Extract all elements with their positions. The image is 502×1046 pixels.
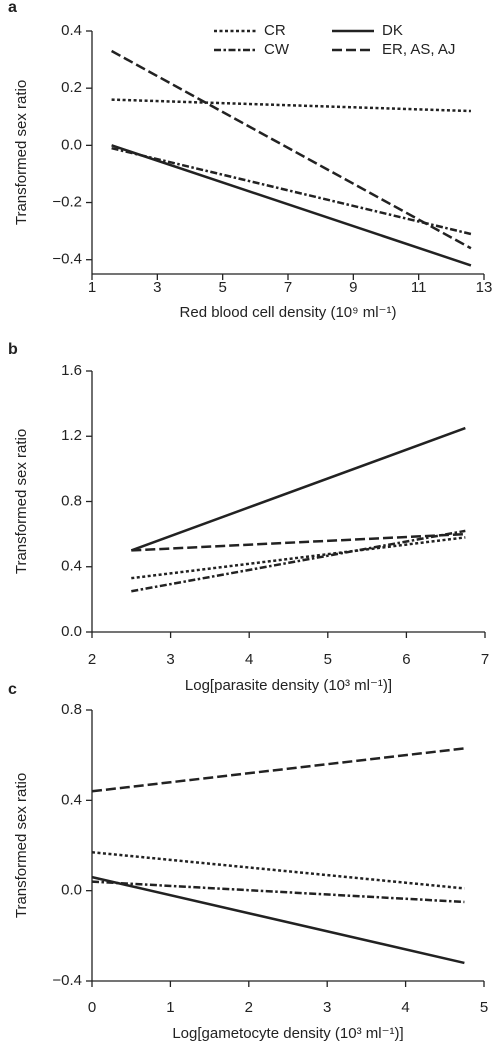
y-axis-label: Transformed sex ratio xyxy=(13,429,30,574)
x-axis-label: Log[parasite density (10³ ml⁻¹)] xyxy=(185,677,392,694)
x-tick-label: 7 xyxy=(284,279,292,296)
x-tick-label: 4 xyxy=(245,651,253,668)
x-tick-label: 3 xyxy=(153,279,161,296)
legend-label: ER, AS, AJ xyxy=(382,41,455,58)
y-tick-label: 1.6 xyxy=(61,362,82,379)
y-tick-label: 0.0 xyxy=(61,136,82,153)
x-tick-label: 7 xyxy=(481,651,489,668)
x-tick-label: 0 xyxy=(88,999,96,1016)
y-tick-label: 1.2 xyxy=(61,427,82,444)
y-tick-label: 0.0 xyxy=(61,882,82,899)
y-tick-label: 0.8 xyxy=(61,492,82,509)
series-line xyxy=(130,426,466,552)
y-tick-label: 0.4 xyxy=(61,558,82,575)
x-axis-label: Red blood cell density (10⁹ ml⁻¹) xyxy=(180,304,397,321)
series-line xyxy=(91,851,465,890)
y-tick-label: 0.4 xyxy=(61,791,82,808)
x-tick-label: 4 xyxy=(401,999,409,1016)
y-tick-label: −0.2 xyxy=(52,193,82,210)
series-line xyxy=(111,98,471,113)
x-tick-label: 3 xyxy=(323,999,331,1016)
panel-label: c xyxy=(8,681,17,698)
y-tick-label: 0.2 xyxy=(61,79,82,96)
series-line xyxy=(91,747,465,793)
y-tick-label: 0.0 xyxy=(61,623,82,640)
y-tick-label: 0.4 xyxy=(61,22,82,39)
x-tick-label: 5 xyxy=(218,279,226,296)
series-line xyxy=(131,536,466,580)
x-tick-label: 3 xyxy=(166,651,174,668)
legend-label: CW xyxy=(264,41,290,58)
y-tick-label: −0.4 xyxy=(52,251,82,268)
x-tick-label: 5 xyxy=(480,999,488,1016)
series-line xyxy=(91,880,465,904)
series-line xyxy=(111,144,472,267)
y-axis-label: Transformed sex ratio xyxy=(13,80,30,225)
y-axis-label: Transformed sex ratio xyxy=(13,773,30,918)
panel-label: a xyxy=(8,0,17,16)
legend-label: DK xyxy=(382,22,403,39)
legend-label: CR xyxy=(264,22,286,39)
x-tick-label: 2 xyxy=(88,651,96,668)
series-line xyxy=(111,146,472,236)
panel-label: b xyxy=(8,341,18,358)
x-tick-label: 9 xyxy=(349,279,357,296)
y-tick-label: −0.4 xyxy=(52,972,82,989)
x-tick-label: 13 xyxy=(476,279,493,296)
x-tick-label: 6 xyxy=(402,651,410,668)
series-line xyxy=(110,49,472,250)
x-tick-label: 11 xyxy=(411,279,427,296)
x-axis-label: Log[gametocyte density (10³ ml⁻¹)] xyxy=(172,1025,403,1042)
x-tick-label: 5 xyxy=(324,651,332,668)
y-tick-label: 0.8 xyxy=(61,701,82,718)
x-tick-label: 1 xyxy=(88,279,96,296)
series-line xyxy=(131,529,466,593)
x-tick-label: 2 xyxy=(245,999,253,1016)
series-line xyxy=(91,875,465,965)
x-tick-label: 1 xyxy=(166,999,174,1016)
